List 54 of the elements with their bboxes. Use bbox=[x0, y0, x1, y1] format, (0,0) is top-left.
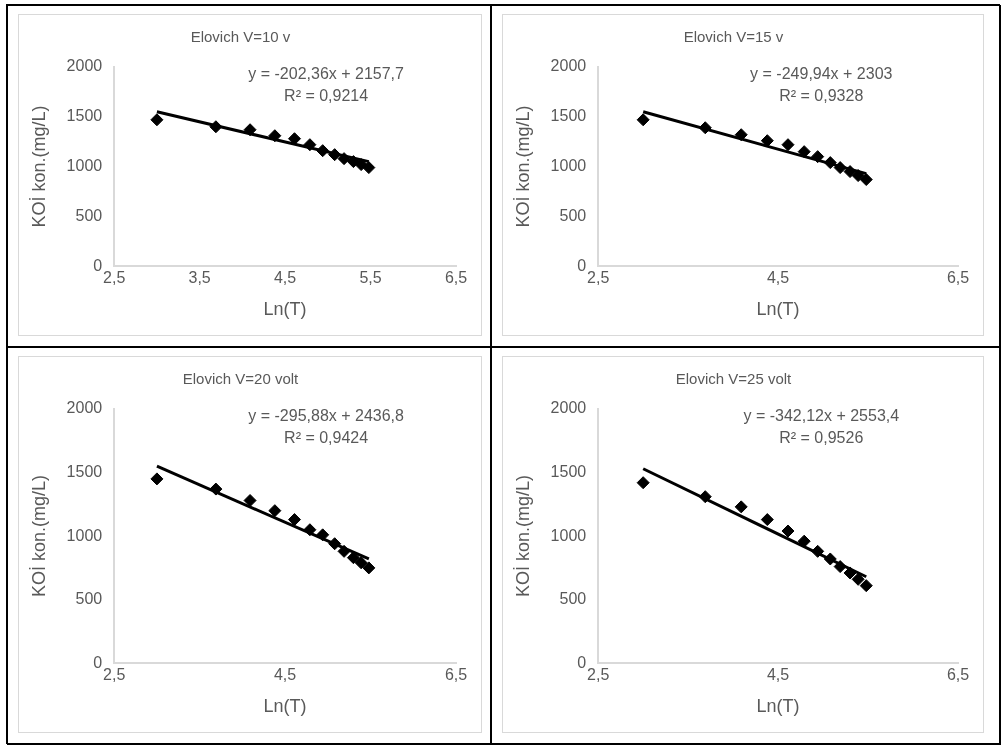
y-tick-label: 500 bbox=[559, 590, 587, 608]
annotation: R² = 0,9424 bbox=[284, 429, 369, 447]
y-axis-title: KOİ kon.(mg/L) bbox=[28, 475, 49, 598]
x-tick-label: 6,5 bbox=[444, 269, 468, 287]
y-tick-label: 0 bbox=[93, 256, 103, 274]
annotation: y = -202,36x + 2157,7 bbox=[248, 65, 405, 83]
y-tick-label: 1500 bbox=[550, 462, 587, 480]
y-tick-label: 2000 bbox=[550, 399, 587, 417]
x-axis-title: Ln(T) bbox=[263, 299, 307, 320]
x-axis-title: Ln(T) bbox=[756, 299, 800, 320]
y-tick-label: 1500 bbox=[550, 107, 587, 125]
y-axis-title: KOİ kon.(mg/L) bbox=[512, 105, 533, 228]
x-tick-label: 6,5 bbox=[444, 666, 468, 684]
y-tick-label: 2000 bbox=[550, 57, 587, 75]
x-tick-label: 2,5 bbox=[587, 666, 610, 684]
x-tick-label: 4,5 bbox=[766, 666, 790, 684]
x-tick-label: 5,5 bbox=[359, 269, 382, 287]
x-tick-label: 4,5 bbox=[273, 269, 297, 287]
annotation: R² = 0,9526 bbox=[779, 429, 864, 447]
y-tick-label: 1000 bbox=[550, 526, 587, 544]
x-tick-label: 2,5 bbox=[103, 269, 126, 287]
chart-title: Elovich V=15 v bbox=[683, 28, 784, 46]
y-tick-label: 500 bbox=[75, 590, 103, 608]
chart-title: Elovich V=10 v bbox=[190, 28, 291, 46]
annotation: y = -342,12x + 2553,4 bbox=[743, 407, 900, 425]
y-axis-title: KOİ kon.(mg/L) bbox=[28, 105, 49, 228]
chart-title: Elovich V=25 volt bbox=[675, 370, 793, 388]
y-tick-label: 1500 bbox=[66, 107, 103, 125]
chart-title: Elovich V=20 volt bbox=[182, 370, 300, 388]
y-tick-label: 1000 bbox=[66, 526, 103, 544]
annotation: y = -295,88x + 2436,8 bbox=[248, 407, 405, 425]
x-axis-title: Ln(T) bbox=[263, 696, 307, 717]
x-tick-label: 6,5 bbox=[946, 269, 970, 287]
annotation: y = -249,94x + 2303 bbox=[750, 65, 893, 83]
y-tick-label: 0 bbox=[577, 653, 587, 671]
annotation: R² = 0,9328 bbox=[779, 87, 864, 105]
y-tick-label: 500 bbox=[559, 206, 587, 224]
x-tick-label: 6,5 bbox=[946, 666, 970, 684]
x-tick-label: 4,5 bbox=[766, 269, 790, 287]
y-tick-label: 2000 bbox=[66, 57, 103, 75]
y-tick-label: 1000 bbox=[66, 157, 103, 175]
y-tick-label: 0 bbox=[93, 653, 103, 671]
x-tick-label: 2,5 bbox=[103, 666, 126, 684]
annotation: R² = 0,9214 bbox=[284, 87, 369, 105]
x-tick-label: 3,5 bbox=[188, 269, 211, 287]
x-axis-title: Ln(T) bbox=[756, 696, 800, 717]
y-tick-label: 2000 bbox=[66, 399, 103, 417]
y-axis-title: KOİ kon.(mg/L) bbox=[512, 475, 533, 598]
y-tick-label: 500 bbox=[75, 206, 103, 224]
y-tick-label: 0 bbox=[577, 256, 587, 274]
x-tick-label: 2,5 bbox=[587, 269, 610, 287]
y-tick-label: 1500 bbox=[66, 462, 103, 480]
y-tick-label: 1000 bbox=[550, 157, 587, 175]
x-tick-label: 4,5 bbox=[273, 666, 297, 684]
